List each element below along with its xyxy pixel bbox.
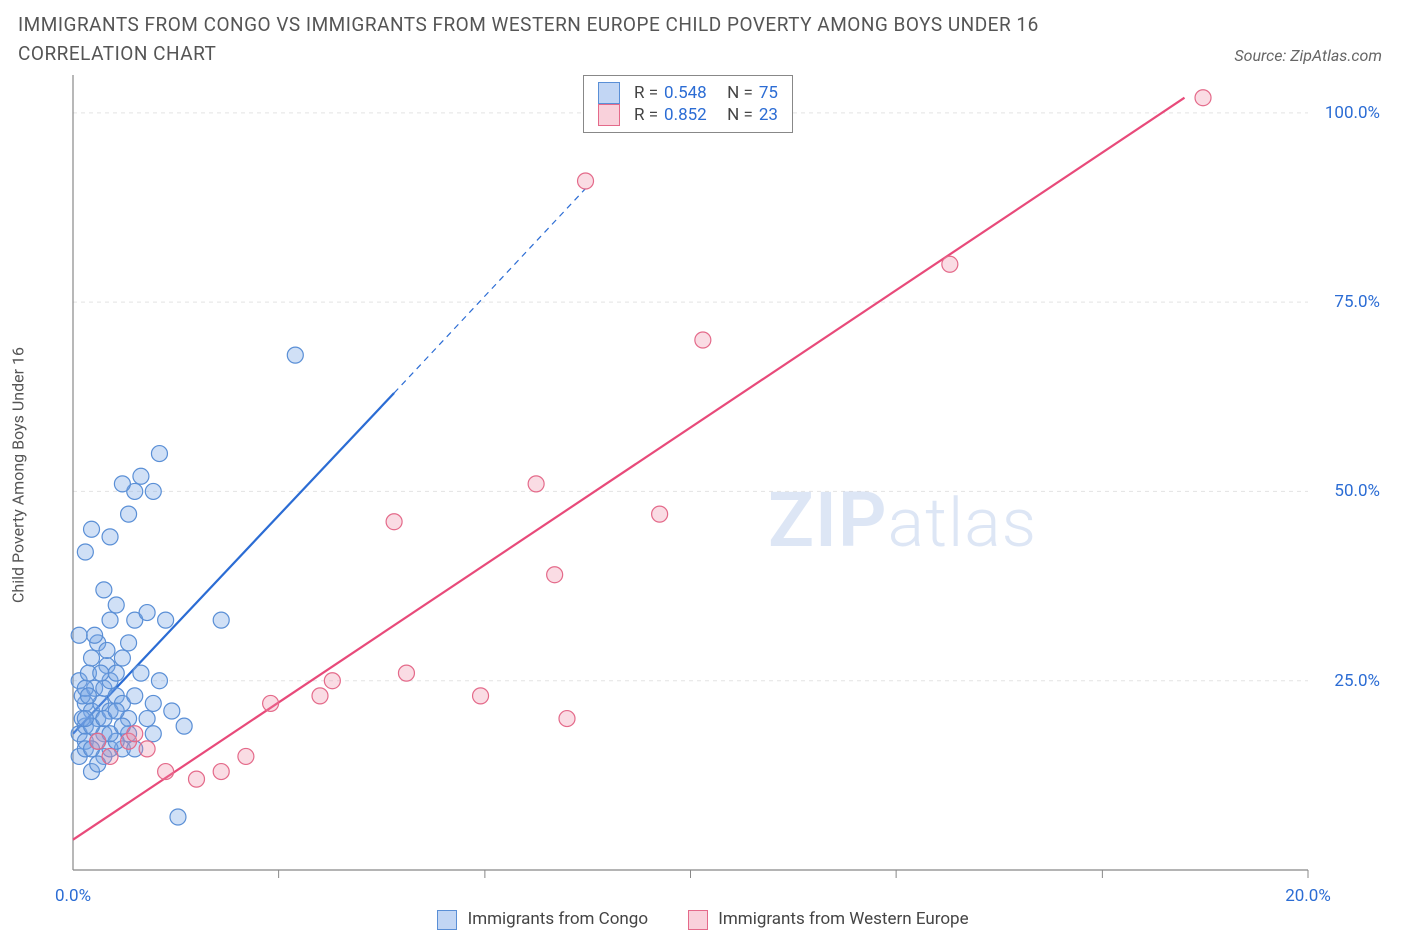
legend-n-value: 75 — [759, 83, 778, 103]
chart-container: Child Poverty Among Boys Under 16 ZIPatl… — [18, 75, 1388, 930]
x-tick-label: 0.0% — [55, 886, 91, 906]
x-tick-label: 20.0% — [1285, 886, 1331, 906]
legend-swatch — [688, 910, 708, 930]
legend-item: Immigrants from Congo — [437, 909, 648, 930]
legend-n-label: N = — [727, 105, 753, 125]
legend-r-value: 0.548 — [664, 83, 707, 103]
y-tick-label: 50.0% — [1334, 481, 1380, 501]
legend-swatch — [437, 910, 457, 930]
legend-series-name: Immigrants from Western Europe — [718, 909, 968, 929]
chart-title: IMMIGRANTS FROM CONGO VS IMMIGRANTS FROM… — [18, 10, 1138, 69]
series-legend: Immigrants from Congo Immigrants from We… — [18, 909, 1388, 930]
legend-row: R = 0.852 N = 23 — [598, 104, 778, 126]
legend-n-value: 23 — [759, 105, 778, 125]
scatter-plot — [18, 75, 1388, 905]
y-tick-label: 25.0% — [1334, 671, 1380, 691]
source-attribution: Source: ZipAtlas.com — [1234, 46, 1382, 65]
legend-series-name: Immigrants from Congo — [468, 909, 648, 929]
legend-n-label: N = — [727, 83, 753, 103]
legend-r-value: 0.852 — [664, 105, 707, 125]
legend-swatch — [598, 104, 620, 126]
legend-r-label: R = — [634, 105, 658, 125]
legend-r-label: R = — [634, 83, 658, 103]
correlation-legend: R = 0.548 N = 75 R = 0.852 N = 23 — [583, 75, 793, 133]
y-tick-label: 100.0% — [1325, 103, 1380, 123]
legend-item: Immigrants from Western Europe — [688, 909, 969, 930]
y-axis-label: Child Poverty Among Boys Under 16 — [9, 347, 28, 603]
legend-row: R = 0.548 N = 75 — [598, 82, 778, 104]
legend-swatch — [598, 82, 620, 104]
y-tick-label: 75.0% — [1334, 292, 1380, 312]
